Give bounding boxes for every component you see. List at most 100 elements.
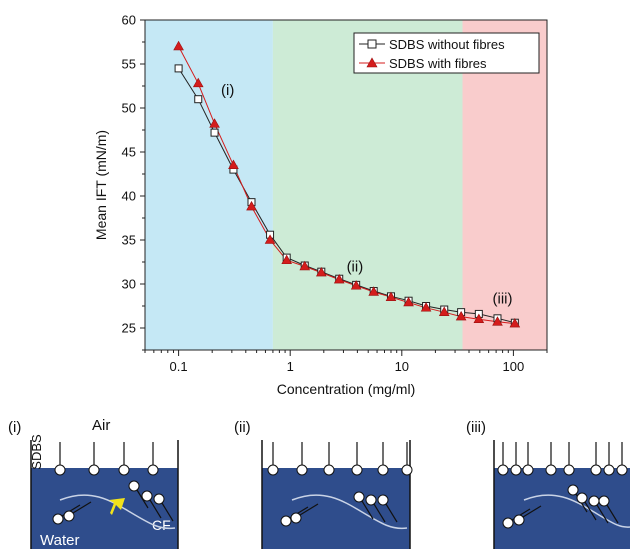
surfactant-head [353, 491, 365, 503]
y-tick-label: 55 [122, 57, 136, 72]
surfactant-head [290, 512, 302, 524]
x-axis: 0.1 1 10 100 [144, 350, 548, 374]
surfactant-tail [522, 505, 542, 518]
legend-marker-with-fibres [366, 57, 378, 68]
plot-frame [144, 19, 548, 351]
surfactant-head [323, 464, 335, 476]
surfactant-head [603, 464, 615, 476]
data-point-without-fibres [210, 128, 219, 137]
panel-i: (i) Air SDBS Water CF [8, 417, 179, 549]
data-point-with-fibres [509, 317, 521, 328]
concentration-regions [145, 20, 547, 350]
data-point-with-fibres [264, 234, 276, 244]
surfactant-tail [299, 503, 319, 516]
carbon-fibre-ii [291, 494, 408, 530]
carbon-fibre-i [59, 494, 176, 530]
panel-i-label: (i) [8, 419, 21, 436]
legend: SDBS without fibres SDBS with fibres [353, 32, 540, 74]
legend-marker-without-fibres [367, 39, 377, 49]
data-point-with-fibres [315, 266, 327, 277]
surfactant-head [128, 480, 140, 492]
series-layer [173, 40, 521, 328]
carbon-fibre-iii [523, 494, 630, 528]
surfactant-tail [361, 500, 374, 520]
water-label: Water [40, 532, 79, 549]
legend-box [353, 32, 540, 74]
region-2 [272, 20, 463, 350]
surfactant-head [377, 464, 389, 476]
water-region-ii [262, 468, 410, 549]
surfactant-tail [584, 501, 597, 521]
surfactant-tail [596, 504, 609, 524]
data-point-with-fibres [192, 77, 204, 88]
surfactant-tail [161, 502, 174, 522]
data-point-with-fibres [173, 40, 184, 51]
region-3 [462, 20, 547, 350]
surfactant-head [54, 464, 66, 476]
adsorption-arrow-icon [109, 498, 125, 515]
surfactant-tail [149, 499, 162, 519]
legend-label-without-fibres: SDBS without fibres [389, 37, 505, 52]
surfactant-head [147, 464, 159, 476]
region-annotation-3: (iii) [493, 290, 513, 307]
surfactant-tail [606, 504, 619, 524]
surfactant-molecules-ii [267, 442, 413, 527]
surfactant-head [576, 492, 588, 504]
schematic-panels: (i) Air SDBS Water CF (ii) (iii) [8, 417, 630, 549]
data-point-without-fibres [174, 64, 183, 73]
data-point-with-fibres [281, 254, 292, 265]
panel-iii-label: (iii) [466, 419, 486, 436]
y-tick-label: 30 [122, 277, 136, 292]
y-axis-label: Mean IFT (mN/m) [93, 130, 109, 240]
y-tick-label: 50 [122, 101, 136, 116]
y-tick-label: 25 [122, 321, 136, 336]
region-annotations: (i) (ii) (iii) [221, 82, 512, 308]
data-point-with-fibres [420, 302, 432, 312]
data-point-with-fibres [473, 313, 485, 324]
region-annotation-2: (ii) [347, 259, 364, 276]
region-1 [145, 20, 273, 350]
panel-ii: (ii) [234, 419, 413, 549]
air-label: Air [92, 417, 110, 434]
surfactant-head [590, 464, 602, 476]
water-region-iii [494, 468, 630, 549]
data-point-with-fibres [333, 273, 345, 284]
data-point-with-fibres [455, 310, 467, 321]
y-tick-label: 35 [122, 233, 136, 248]
x-tick-label: 0.1 [170, 359, 188, 374]
surfactant-head [153, 493, 165, 505]
data-point-with-fibres [403, 296, 414, 307]
surfactant-head [296, 464, 308, 476]
surfactant-head [52, 513, 64, 525]
data-point-with-fibres [299, 260, 311, 271]
surfactant-tail [385, 503, 398, 523]
water-region-i [31, 468, 178, 549]
y-tick-label: 40 [122, 189, 136, 204]
legend-label-with-fibres: SDBS with fibres [389, 56, 487, 71]
panel-ii-label: (ii) [234, 419, 251, 436]
surfactant-head [502, 517, 514, 529]
data-point-with-fibres [246, 200, 257, 211]
surfactant-head [267, 464, 279, 476]
data-point-with-fibres [350, 280, 362, 290]
data-point-with-fibres [368, 286, 380, 296]
data-point-without-fibres [194, 95, 203, 104]
y-tick-label: 60 [122, 13, 136, 28]
sdbs-label: SDBS [29, 434, 44, 470]
surfactant-head [401, 464, 413, 476]
panel-iii: (iii) [466, 419, 630, 549]
cf-label: CF [152, 517, 171, 533]
x-tick-label: 1 [287, 359, 294, 374]
y-axis: 25 30 35 40 45 50 55 60 [122, 13, 145, 351]
surfactant-head [88, 464, 100, 476]
x-tick-label: 10 [395, 359, 409, 374]
surfactant-head [567, 484, 579, 496]
data-point-with-fibres [492, 316, 503, 326]
surfactant-head [118, 464, 130, 476]
data-point-with-fibres [438, 306, 450, 316]
surfactant-tail [373, 503, 386, 523]
surfactant-head [510, 464, 522, 476]
surfactant-head [513, 514, 525, 526]
